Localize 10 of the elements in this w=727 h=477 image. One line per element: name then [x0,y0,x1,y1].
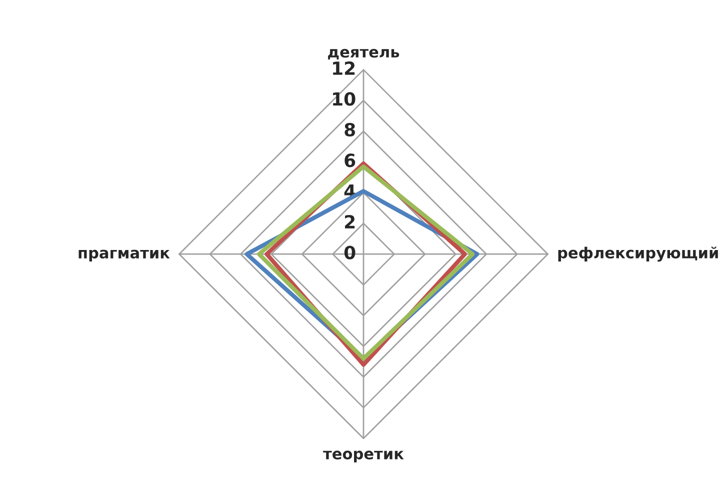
spoke-label: деятель [328,48,400,60]
spoke-label: прагматик [78,250,170,262]
y-tick-label: 10 [333,92,356,106]
spoke-label: рефлексирующий [558,246,718,262]
spoke-label: теоретик [323,450,404,462]
y-tick-label: 0 [344,246,356,260]
y-tick-label: 2 [344,214,355,228]
y-tick-label: 8 [344,122,356,136]
y-tick-label: 12 [333,61,355,75]
y-tick-label: 6 [344,154,356,168]
